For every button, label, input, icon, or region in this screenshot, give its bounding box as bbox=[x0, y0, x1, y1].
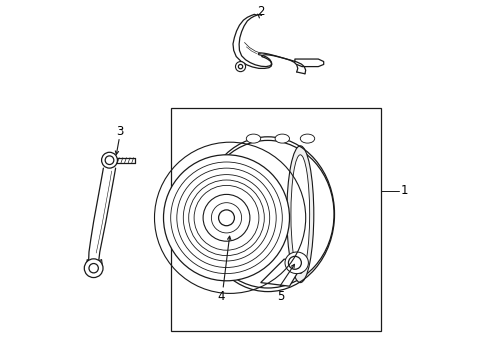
Text: 4: 4 bbox=[217, 291, 224, 303]
Text: 2: 2 bbox=[256, 5, 264, 18]
Ellipse shape bbox=[286, 146, 313, 283]
Text: 3: 3 bbox=[116, 125, 124, 138]
Circle shape bbox=[203, 194, 249, 241]
Circle shape bbox=[84, 259, 103, 278]
Circle shape bbox=[218, 210, 234, 226]
Bar bbox=[170, 108, 381, 331]
Ellipse shape bbox=[275, 134, 289, 143]
Circle shape bbox=[235, 62, 245, 72]
Circle shape bbox=[102, 152, 117, 168]
Ellipse shape bbox=[290, 155, 309, 274]
Ellipse shape bbox=[246, 134, 260, 143]
Ellipse shape bbox=[300, 134, 314, 143]
Polygon shape bbox=[260, 259, 305, 286]
Text: 1: 1 bbox=[400, 184, 408, 197]
Ellipse shape bbox=[202, 140, 333, 288]
Circle shape bbox=[163, 155, 289, 281]
Text: 5: 5 bbox=[276, 291, 284, 303]
Ellipse shape bbox=[285, 252, 308, 274]
